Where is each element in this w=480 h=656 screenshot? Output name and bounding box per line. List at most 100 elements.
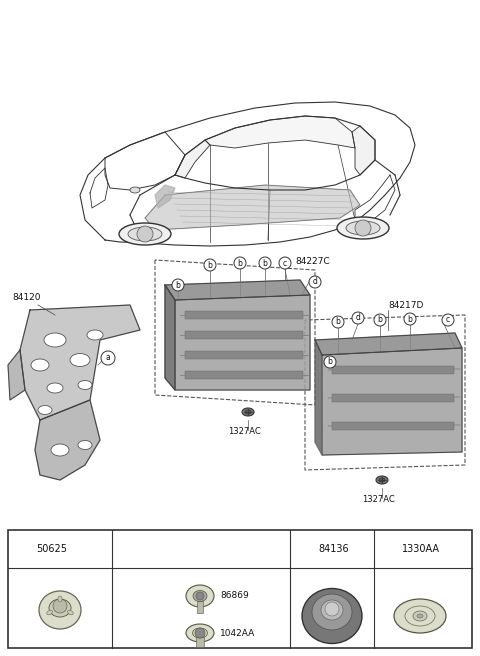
Text: 86869: 86869 [220, 592, 249, 600]
Bar [332, 394, 454, 402]
Polygon shape [165, 280, 310, 300]
Ellipse shape [394, 599, 446, 633]
Ellipse shape [417, 614, 423, 618]
Text: d: d [385, 544, 391, 554]
Ellipse shape [38, 405, 52, 415]
Polygon shape [205, 116, 355, 148]
Circle shape [172, 279, 184, 291]
Polygon shape [35, 400, 100, 480]
Ellipse shape [51, 444, 69, 456]
Text: 84136: 84136 [318, 544, 348, 554]
Circle shape [196, 592, 204, 600]
Circle shape [234, 257, 246, 269]
Ellipse shape [242, 408, 254, 416]
Circle shape [195, 628, 205, 638]
Circle shape [137, 226, 153, 242]
Polygon shape [352, 126, 375, 175]
Circle shape [309, 276, 321, 288]
Bar [185, 331, 303, 339]
Circle shape [324, 356, 336, 368]
Bar [8, 530, 472, 648]
Ellipse shape [49, 599, 71, 617]
Circle shape [296, 541, 312, 557]
Text: 1330AA: 1330AA [402, 544, 440, 554]
Circle shape [14, 541, 30, 557]
Circle shape [332, 316, 344, 328]
Text: b: b [327, 358, 333, 367]
Ellipse shape [47, 610, 52, 615]
Text: d: d [312, 277, 317, 287]
Circle shape [204, 259, 216, 271]
Text: d: d [356, 314, 360, 323]
Text: b: b [378, 316, 383, 325]
Circle shape [355, 220, 371, 236]
Polygon shape [315, 340, 322, 455]
Ellipse shape [186, 585, 214, 607]
Polygon shape [315, 333, 462, 355]
Polygon shape [155, 185, 175, 208]
Ellipse shape [78, 380, 92, 390]
Ellipse shape [413, 611, 427, 621]
Text: b: b [408, 314, 412, 323]
Ellipse shape [193, 590, 207, 602]
Circle shape [352, 312, 364, 324]
Text: c: c [446, 316, 450, 325]
Circle shape [374, 314, 386, 326]
Bar [197, 601, 203, 613]
Circle shape [442, 314, 454, 326]
Ellipse shape [130, 187, 140, 193]
Circle shape [53, 599, 67, 613]
Bar [332, 366, 454, 374]
Circle shape [404, 313, 416, 325]
Ellipse shape [58, 596, 62, 602]
Circle shape [325, 602, 339, 616]
Ellipse shape [128, 227, 162, 241]
Text: c: c [302, 544, 306, 554]
Ellipse shape [192, 628, 207, 638]
Bar [185, 311, 303, 319]
Polygon shape [175, 140, 210, 178]
Text: c: c [283, 258, 287, 268]
Ellipse shape [47, 383, 63, 393]
Circle shape [118, 541, 134, 557]
Bar [332, 422, 454, 430]
Polygon shape [145, 185, 360, 230]
Ellipse shape [379, 478, 385, 482]
Text: a: a [19, 544, 24, 554]
Circle shape [279, 257, 291, 269]
Text: b: b [263, 258, 267, 268]
Ellipse shape [337, 217, 389, 239]
Ellipse shape [31, 359, 49, 371]
Bar [196, 637, 204, 647]
Bar [185, 351, 303, 359]
Text: b: b [176, 281, 180, 289]
Ellipse shape [39, 591, 81, 629]
Ellipse shape [186, 624, 214, 642]
Text: b: b [207, 260, 213, 270]
Circle shape [101, 351, 115, 365]
Text: 1042AA: 1042AA [220, 628, 255, 638]
Ellipse shape [44, 333, 66, 347]
Polygon shape [20, 305, 140, 420]
Ellipse shape [68, 610, 73, 615]
Text: 84120: 84120 [12, 293, 40, 302]
Ellipse shape [346, 221, 380, 235]
Text: 84227C: 84227C [295, 258, 330, 266]
Circle shape [259, 257, 271, 269]
Text: b: b [123, 544, 129, 554]
Polygon shape [322, 348, 462, 455]
Text: b: b [336, 318, 340, 327]
Ellipse shape [78, 440, 92, 449]
Text: 1327AC: 1327AC [362, 495, 395, 504]
Ellipse shape [321, 600, 343, 620]
Text: 50625: 50625 [36, 544, 67, 554]
Ellipse shape [302, 588, 362, 644]
Circle shape [380, 541, 396, 557]
Ellipse shape [119, 223, 171, 245]
Text: b: b [238, 258, 242, 268]
Polygon shape [8, 350, 25, 400]
Ellipse shape [245, 410, 251, 414]
Ellipse shape [70, 354, 90, 367]
Polygon shape [175, 295, 310, 390]
Polygon shape [165, 285, 175, 390]
